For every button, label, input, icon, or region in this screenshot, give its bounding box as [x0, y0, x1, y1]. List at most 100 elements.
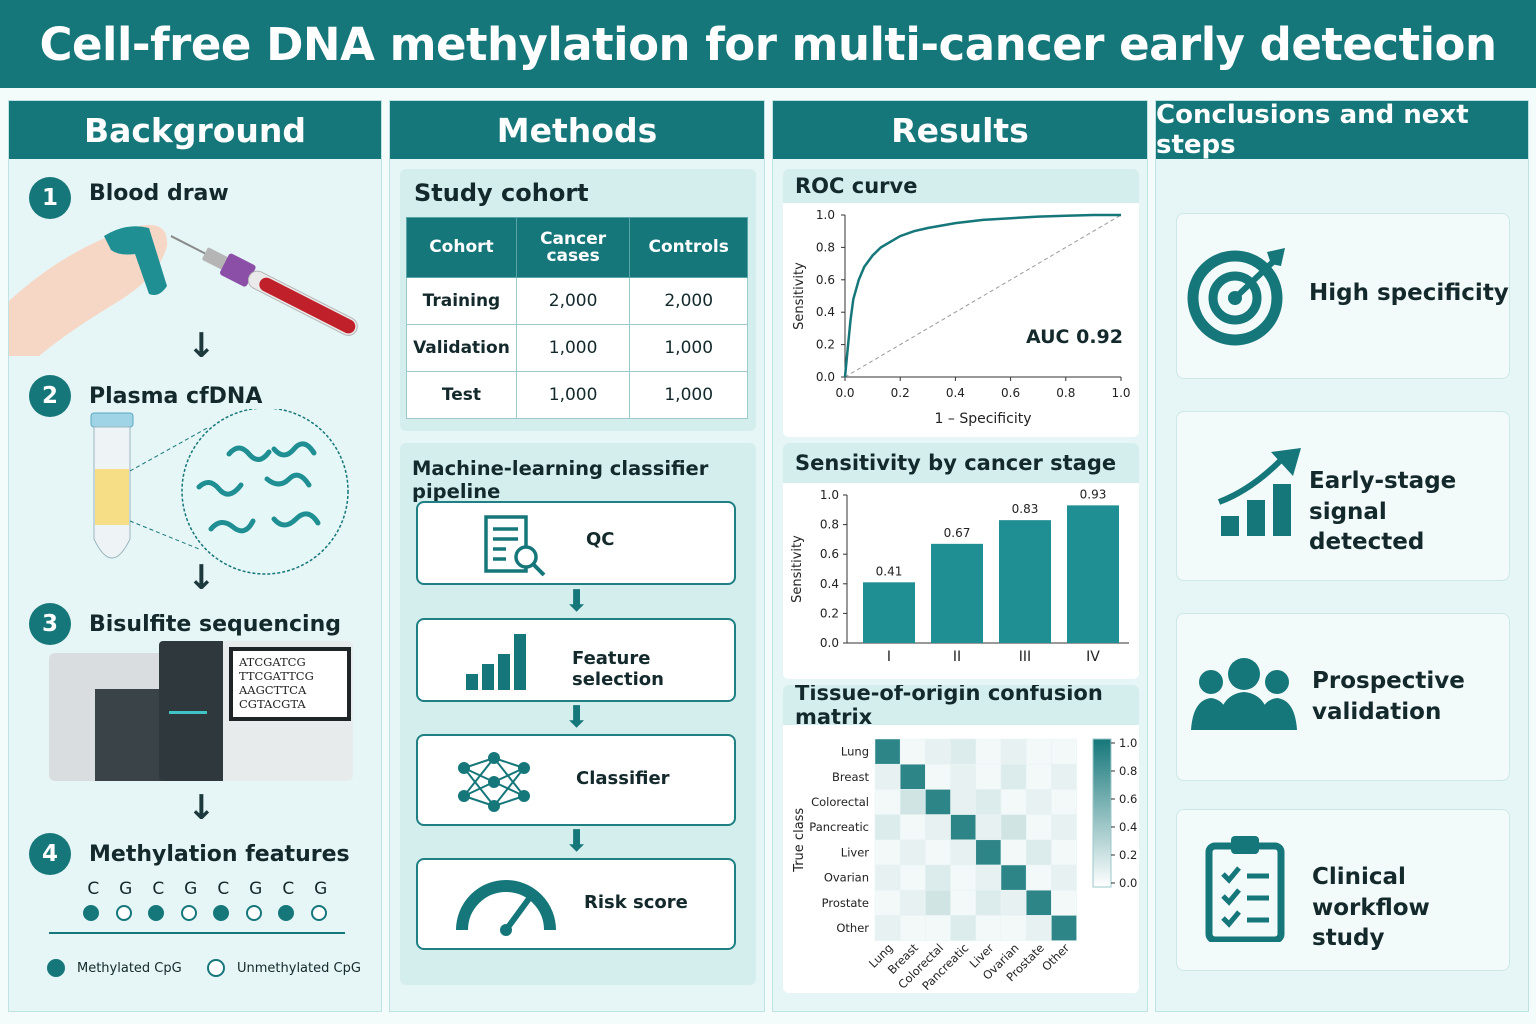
conclusion-card-clinical-workflow: Clinical workflow study	[1176, 809, 1510, 971]
cpg-letter: C	[217, 879, 230, 899]
matrix-cell	[1000, 839, 1027, 866]
matrix-cell	[1051, 789, 1077, 815]
column-header: Cancer cases	[515, 217, 631, 278]
step-label: Bisulfite sequencing	[89, 611, 342, 637]
colorbar-tick-label: 0.8	[1119, 764, 1137, 778]
matrix-cell	[899, 763, 926, 790]
matrix-cell	[975, 763, 1002, 790]
unmethylated-cpg-dot	[303, 905, 336, 921]
arrow-down-icon: ⬇	[564, 584, 590, 619]
matrix-cell	[950, 789, 977, 815]
roc-curve	[843, 213, 1121, 378]
conclusion-label: Clinical workflow study	[1312, 862, 1509, 954]
table-cell: 1,000	[515, 324, 631, 372]
matrix-cell	[925, 889, 951, 916]
matrix-cell	[1025, 839, 1052, 866]
methods-header: Methods	[390, 101, 764, 159]
arrow-down-icon: ↓	[187, 788, 216, 828]
matrix-cell	[899, 915, 926, 941]
colorbar	[1092, 738, 1112, 888]
colorbar-tick-label: 0.6	[1119, 792, 1137, 806]
unmethylated-cpg-dot	[108, 905, 141, 921]
matrix-cell	[1025, 763, 1052, 790]
cpg-letter: G	[314, 879, 328, 899]
y-axis-label: True class	[792, 808, 807, 873]
matrix-cell	[975, 889, 1002, 916]
step-plasma-cfdna: 2 Plasma cfDNA	[29, 375, 262, 417]
matrix-cell	[1000, 789, 1027, 815]
step-number: 2	[29, 375, 71, 417]
matrix-cell	[1025, 814, 1052, 841]
pipeline-step-label: QC	[586, 529, 615, 550]
stage-bar-chart: 0.0 0.2 0.4 0.6 0.8 1.0 0.41 I 0.67 II 0.83 III 0.93…	[790, 487, 1129, 665]
table-cell: 2,000	[629, 277, 748, 325]
plasma-cfdna-illustration	[90, 409, 349, 575]
legend-methylated: Methylated CpG	[47, 959, 182, 977]
table-row: Test 1,000 1,000	[406, 371, 748, 419]
conclusion-card-early-stage: Early-stage signal detected	[1176, 411, 1510, 581]
bar-value-label: 0.41	[876, 564, 903, 578]
bar-stage-II	[931, 543, 983, 643]
x-tick-label: I	[887, 649, 891, 665]
table-cell: 1,000	[629, 324, 748, 372]
matrix-cell	[1051, 738, 1077, 765]
x-tick-label: 0.0	[835, 386, 854, 400]
matrix-cell	[975, 738, 1002, 765]
matrix-cell	[874, 789, 901, 815]
auc-label: AUC 0.92	[1026, 326, 1123, 348]
results-column: Results ROC curve 0.0 0.0 0.2 0.2 0.4 0.4 0.6 0…	[772, 100, 1148, 1012]
conclusion-line: study	[1312, 925, 1385, 952]
sequence-line: CGTACGTA	[239, 697, 306, 711]
cpg-sites	[75, 905, 335, 921]
x-tick-label: 0.8	[1056, 386, 1075, 400]
matrix-cell	[925, 763, 951, 790]
matrix-cell	[975, 915, 1002, 941]
step-label: Methylation features	[89, 841, 350, 867]
arm-shape	[9, 224, 168, 356]
matrix-cell	[1000, 915, 1027, 941]
conclusion-label: High specificity	[1309, 278, 1509, 309]
y-tick-label: 0.6	[820, 547, 839, 561]
roc-title: ROC curve	[783, 169, 1139, 203]
pipeline-step-risk-score: Risk score	[416, 858, 736, 950]
matrix-cell	[975, 814, 1002, 841]
row-label: Lung	[841, 745, 869, 759]
growth-chart-icon	[1217, 448, 1301, 536]
matrix-cell	[950, 889, 977, 916]
cohort-table: Cohort Cancer cases Controls Training 2,…	[406, 217, 748, 419]
sequence-line: AAGCTTCA	[239, 683, 307, 697]
step-number: 1	[29, 177, 71, 219]
step-label: Plasma cfDNA	[89, 383, 263, 409]
matrix-cell	[1000, 889, 1027, 916]
pipeline-step-feature-selection: Feature selection	[416, 618, 736, 702]
step-bisulfite-sequencing: 3 Bisulfite sequencing	[29, 603, 341, 645]
bar-stage-I	[863, 582, 915, 643]
matrix-cell	[1051, 915, 1077, 941]
poster-title: Cell-free DNA methylation for multi-canc…	[39, 17, 1497, 71]
cpg-letter: C	[87, 879, 100, 899]
table-row: Validation 1,000 1,000	[406, 324, 748, 372]
matrix-cell	[1025, 889, 1052, 916]
gauge-icon	[456, 880, 556, 936]
table-cell: 1,000	[515, 371, 631, 419]
x-tick-label: 0.4	[946, 386, 965, 400]
unmethylated-dot-icon	[207, 959, 225, 977]
conclusion-card-high-specificity: High specificity	[1176, 213, 1510, 379]
matrix-cell	[950, 814, 977, 841]
cpg-letter: G	[119, 879, 133, 899]
row-label: Prostate	[822, 896, 869, 910]
step-number: 4	[29, 833, 71, 875]
matrix-cell	[899, 864, 926, 891]
matrix-cell	[925, 864, 951, 891]
x-tick-label: 1.0	[1111, 386, 1130, 400]
matrix-cell	[899, 839, 926, 866]
row-label: Liver	[841, 845, 869, 859]
sequencer-illustration: ATCGATCG TTCGATTCG AAGCTTCA CGTACGTA	[49, 641, 353, 785]
y-tick-label: 0.0	[820, 636, 839, 650]
bar-chart-icon	[466, 634, 526, 690]
conclusion-line: detected	[1309, 529, 1425, 556]
y-tick-label: 1.0	[820, 488, 839, 502]
blood-draw-illustration	[9, 224, 358, 356]
matrix-cell	[1000, 814, 1027, 841]
legend-label: Methylated CpG	[77, 960, 182, 976]
